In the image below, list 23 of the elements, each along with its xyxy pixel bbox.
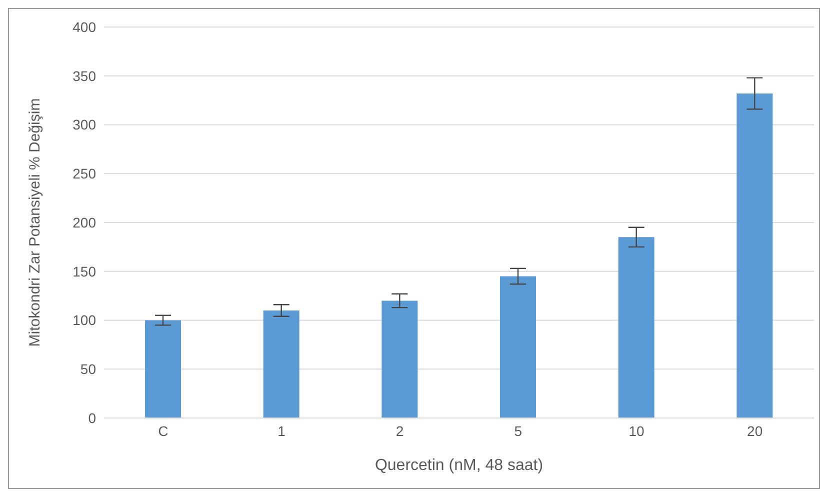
y-tick-label: 250 — [72, 166, 96, 182]
x-axis-title: Quercetin (nM, 48 saat) — [374, 457, 544, 474]
x-tick-label: C — [158, 422, 168, 439]
y-tick-label: 150 — [72, 263, 96, 280]
x-tick-label: 2 — [396, 422, 404, 439]
y-axis-title: Mitokondri Zar Potansiyeli % Değişim — [26, 98, 44, 347]
bar — [263, 310, 300, 418]
bar — [145, 320, 181, 418]
x-tick-label: 20 — [747, 422, 763, 439]
y-tick-label: 350 — [72, 68, 96, 84]
x-tick-label: 5 — [514, 422, 522, 439]
y-tick-label: 100 — [72, 312, 96, 328]
y-tick-label: 50 — [80, 361, 96, 378]
bar — [500, 276, 536, 418]
y-tick-label: 200 — [72, 214, 96, 230]
bar — [618, 237, 654, 418]
bar — [382, 300, 418, 418]
x-tick-label: 1 — [278, 422, 286, 439]
y-tick-label: 400 — [72, 18, 96, 35]
y-tick-label: 300 — [72, 116, 96, 133]
bar — [736, 93, 773, 418]
y-tick-label: 0 — [88, 410, 96, 426]
x-tick-label: 10 — [628, 422, 644, 439]
